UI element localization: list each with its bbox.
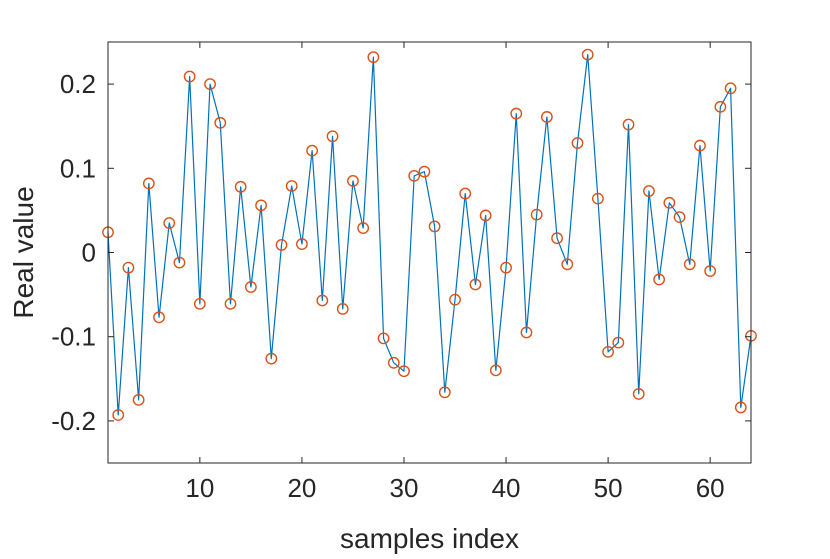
data-point: [347, 175, 359, 187]
data-point: [683, 258, 696, 271]
data-point: [214, 116, 227, 129]
y-tick-label: -0.1: [51, 322, 96, 352]
data-point: [612, 336, 625, 349]
data-point: [326, 130, 339, 143]
x-tick-label: 60: [696, 473, 725, 503]
data-point: [367, 51, 380, 64]
x-axis-label: samples index: [340, 523, 519, 554]
data-point: [469, 278, 482, 291]
data-point: [296, 238, 308, 250]
x-tick-label: 30: [390, 473, 419, 503]
data-point: [224, 297, 237, 310]
data-point: [122, 261, 135, 274]
data-point: [163, 217, 176, 229]
data-point: [673, 211, 686, 224]
data-point: [428, 220, 441, 233]
axis-layer: 10 20 30 40 50 60 -0.2 -0.1 0 0.1 0.2: [51, 41, 752, 503]
data-point: [418, 165, 431, 178]
data-point: [204, 78, 216, 91]
data-point: [357, 222, 370, 234]
plot-area: [108, 42, 751, 463]
data-point: [520, 326, 533, 339]
data-point: [408, 169, 421, 182]
data-point: [734, 401, 747, 414]
data-point: [285, 180, 298, 192]
data-point: [653, 273, 666, 286]
data-point: [602, 345, 615, 358]
data-point: [234, 180, 247, 193]
data-point: [530, 208, 543, 221]
data-point: [510, 107, 523, 120]
y-tick-label: 0.2: [60, 69, 96, 99]
data-point: [387, 356, 400, 369]
data-point: [255, 199, 268, 212]
data-point: [632, 388, 645, 400]
data-point: [265, 352, 278, 365]
data-point: [153, 311, 165, 324]
data-point: [316, 294, 329, 307]
series-line: [107, 54, 752, 416]
y-tick-label: 0.1: [60, 153, 96, 183]
y-tick-label: 0: [82, 238, 96, 268]
data-point: [643, 185, 655, 197]
data-point: [244, 281, 257, 293]
data-point: [173, 256, 186, 269]
data-point: [377, 332, 390, 345]
data-point: [704, 265, 717, 277]
data-point: [449, 293, 461, 306]
y-axis-label: Real value: [8, 186, 39, 318]
x-tick-label: 40: [492, 473, 521, 503]
data-point: [398, 365, 410, 378]
data-point: [479, 209, 492, 222]
series-layer: [102, 48, 757, 421]
x-tick-label: 50: [594, 473, 623, 503]
data-point: [112, 409, 125, 421]
data-point: [183, 70, 196, 83]
data-point: [142, 177, 155, 190]
data-point: [489, 364, 502, 377]
data-point: [561, 258, 574, 271]
data-point: [551, 232, 563, 245]
data-point: [438, 386, 451, 399]
data-point: [336, 303, 349, 315]
data-point: [500, 261, 512, 274]
data-point: [459, 187, 472, 200]
data-point: [132, 393, 145, 406]
data-point: [306, 144, 319, 157]
data-point: [571, 137, 584, 149]
data-point: [714, 100, 727, 113]
data-point: [694, 139, 706, 152]
data-point: [592, 192, 604, 205]
x-tick-label: 10: [185, 473, 214, 503]
data-point: [724, 82, 737, 95]
data-point: [663, 196, 676, 209]
data-point: [622, 118, 635, 131]
y-tick-label: -0.2: [51, 406, 96, 436]
data-point: [193, 297, 206, 310]
data-point: [581, 48, 594, 61]
data-point: [275, 239, 288, 251]
x-tick-label: 20: [287, 473, 316, 503]
data-point: [540, 111, 553, 123]
